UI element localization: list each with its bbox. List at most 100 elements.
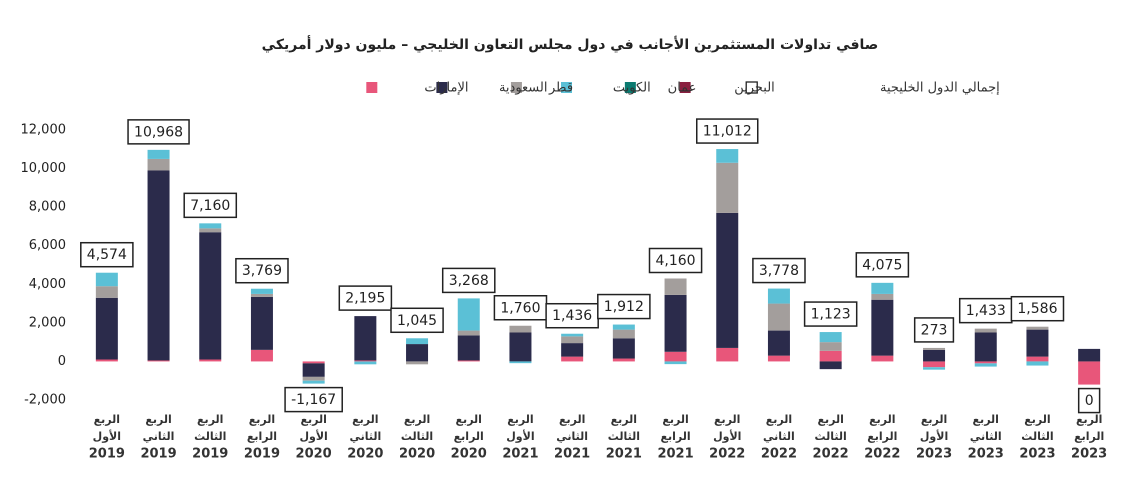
x-tick-label: الثالث	[401, 430, 433, 443]
total-label: 1,433	[966, 303, 1006, 319]
x-tick-label: 2023	[1019, 447, 1055, 462]
bar-segment	[612, 358, 635, 362]
total-box-frame	[1077, 387, 1101, 414]
bar-segment	[147, 360, 170, 362]
x-tick-label: الثاني	[143, 430, 175, 443]
total-box-frame	[80, 241, 134, 268]
total-label: 1,436	[552, 308, 592, 324]
total-box-frame	[545, 302, 599, 329]
total-box: 1,912	[597, 293, 651, 320]
total-box: 4,574	[80, 241, 134, 268]
legend-label: عمان	[668, 81, 697, 96]
bar-segment	[406, 344, 429, 362]
x-tick-label: الربع	[145, 413, 171, 426]
bar-segment	[664, 361, 687, 365]
x-tick-label: الثاني	[556, 430, 588, 443]
bar-segment	[250, 349, 273, 362]
y-tick-label: 12,000	[21, 123, 67, 138]
total-label: 3,769	[242, 263, 282, 279]
y-tick-label: 0	[58, 354, 66, 369]
bar-segment	[457, 335, 480, 361]
bar-segment	[561, 333, 584, 337]
total-label: 2,195	[345, 291, 385, 307]
total-label: 1,123	[811, 307, 851, 323]
x-tick-label: الربع	[352, 413, 378, 426]
legend-label: البحرين	[734, 81, 775, 96]
x-tick-label: الربع	[611, 413, 637, 426]
bar-segment	[974, 361, 997, 364]
x-tick-label: الأول	[299, 429, 327, 443]
legend-swatch	[436, 82, 448, 93]
bar-segment	[612, 329, 635, 339]
x-tick-label: الثالث	[1021, 430, 1053, 443]
bar-segment	[302, 380, 325, 384]
bar-segment	[457, 298, 480, 331]
bar-segment	[457, 330, 480, 336]
x-tick-label: 2022	[761, 447, 797, 462]
bar-segment	[716, 162, 739, 213]
bar-segment	[1078, 348, 1101, 362]
y-tick-label: -2,000	[24, 393, 66, 408]
x-tick-label: الرابع	[867, 430, 897, 443]
total-label: 4,574	[87, 247, 127, 263]
legend-swatch	[366, 82, 378, 93]
bar-segment	[871, 282, 894, 294]
total-box-frame	[855, 252, 910, 278]
total-box-frame	[597, 293, 651, 320]
x-tick-label: الربع	[714, 413, 740, 426]
total-box: 0	[1077, 387, 1101, 414]
bar-segment	[199, 359, 222, 362]
x-tick-label: الأول	[713, 429, 741, 443]
bar-segment	[767, 303, 790, 331]
x-tick-label: الربع	[662, 413, 688, 426]
bar-segment	[1026, 356, 1049, 362]
x-tick-label: الربع	[94, 413, 120, 426]
total-box-frame	[696, 118, 759, 144]
legend-swatch	[679, 82, 691, 93]
total-box: 1,123	[803, 301, 858, 327]
bar-segment	[302, 361, 325, 364]
x-tick-label: 2021	[606, 447, 642, 462]
total-box-frame	[338, 285, 393, 311]
x-tick-label: 2021	[502, 447, 538, 462]
x-tick-label: الربع	[921, 413, 947, 426]
bar-segment	[716, 149, 739, 163]
x-tick-label: 2020	[347, 447, 383, 462]
bar-segment	[767, 330, 790, 356]
total-box-frame	[183, 192, 238, 219]
bar-segment	[457, 360, 480, 362]
x-tick-label: الربع	[766, 413, 792, 426]
bar-segment	[923, 349, 946, 362]
bar-segment	[664, 351, 687, 362]
x-tick-label: 2020	[296, 447, 332, 462]
y-tick-label: 8,000	[29, 200, 66, 215]
bar-segment	[95, 272, 118, 287]
total-box: 1,436	[545, 302, 599, 329]
x-tick-label: الربع	[249, 413, 275, 426]
x-tick-label: الثاني	[970, 430, 1002, 443]
x-tick-label: 2019	[192, 447, 228, 462]
x-tick-label: الربع	[456, 413, 482, 426]
x-tick-label: الثالث	[194, 430, 226, 443]
bar-segment	[354, 361, 377, 365]
legend-label: السعودية	[499, 81, 548, 96]
legend-swatch	[624, 82, 636, 93]
x-tick-label: الرابع	[660, 430, 690, 443]
bar-segment	[767, 355, 790, 362]
x-tick-label: 2022	[813, 447, 849, 462]
x-tick-label: الثاني	[763, 430, 795, 443]
total-box: 1,433	[958, 297, 1013, 324]
total-box: 1,045	[390, 307, 444, 334]
bar-segment	[147, 158, 170, 171]
chart-title: صافي تداولات المستثمرين الأجانب في دول م…	[262, 35, 879, 53]
bar-segment	[819, 361, 842, 370]
bar-segment	[716, 212, 739, 348]
legend-swatch	[745, 81, 758, 94]
total-box: 3,268	[441, 267, 496, 294]
total-box: 273	[913, 317, 955, 343]
bar-segment	[95, 297, 118, 360]
legend-label: الكويت	[613, 81, 651, 96]
y-tick-label: 2,000	[29, 315, 66, 330]
x-tick-label: الثالث	[608, 430, 640, 443]
